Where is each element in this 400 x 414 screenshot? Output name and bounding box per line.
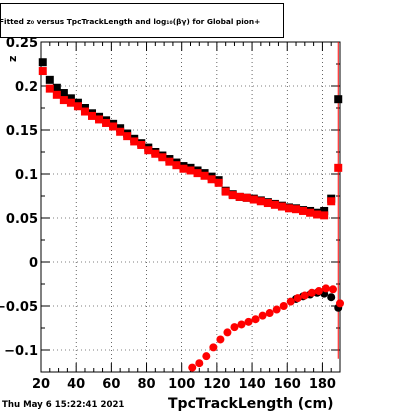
- red-square-point: [66, 98, 75, 107]
- red-square-point: [292, 205, 301, 214]
- black-square-point: [59, 89, 68, 98]
- x-tick-label: 80: [137, 377, 155, 392]
- black-square-point: [66, 94, 75, 103]
- x-axis-label: TpcTrackLength (cm): [168, 396, 334, 412]
- red-circle-point: [293, 294, 302, 303]
- red-square-point: [80, 107, 89, 116]
- red-square-point: [109, 122, 118, 131]
- red-square-point: [45, 84, 54, 93]
- red-square-point: [193, 169, 202, 178]
- x-tick-label: 160: [274, 377, 301, 392]
- red-square-point: [235, 192, 244, 201]
- red-square-point: [221, 187, 230, 196]
- red-square-point: [270, 200, 279, 209]
- timestamp: Thu May 6 15:22:41 2021: [2, 400, 125, 410]
- red-circle-point: [195, 359, 204, 368]
- red-circle-point: [314, 287, 323, 296]
- red-square-point: [130, 137, 139, 146]
- red-circle-point: [265, 309, 274, 318]
- red-circle-point: [336, 299, 344, 308]
- red-square-point: [165, 157, 174, 166]
- red-circle-point: [300, 291, 309, 300]
- black-square-point: [45, 75, 54, 84]
- red-square-point: [144, 146, 153, 155]
- x-tick-label: 20: [32, 377, 50, 392]
- black-square-point: [320, 206, 329, 215]
- black-square-point: [334, 95, 343, 104]
- red-circle-point: [237, 320, 246, 329]
- red-square-point: [102, 118, 111, 127]
- red-square-point: [172, 161, 181, 170]
- y-tick-label: 0.05: [6, 212, 38, 227]
- red-square-point: [95, 115, 104, 124]
- red-square-point: [313, 210, 322, 219]
- red-square-point: [263, 199, 272, 208]
- red-square-point: [38, 67, 47, 76]
- red-square-point: [186, 166, 195, 175]
- red-square-point: [73, 102, 82, 111]
- red-square-point: [284, 204, 293, 213]
- y-tick-label: 0.2: [15, 80, 38, 95]
- red-square-point: [123, 132, 132, 141]
- red-circle-point: [321, 284, 330, 293]
- y-tick-label: 0: [29, 256, 38, 271]
- red-square-point: [242, 193, 251, 202]
- red-circle-point: [258, 311, 267, 320]
- red-circle-point: [216, 335, 225, 344]
- red-circle-point: [209, 343, 218, 352]
- x-tick-label: 120: [203, 377, 230, 392]
- red-square-point: [207, 175, 216, 184]
- red-square-point: [200, 171, 209, 180]
- red-square-point: [299, 206, 308, 215]
- x-tick-label: 40: [67, 377, 85, 392]
- red-circle-point: [230, 323, 239, 332]
- y-tick-label: 0.1: [15, 168, 38, 183]
- y-tick-label: 0.25: [6, 36, 38, 51]
- red-square-point: [306, 208, 315, 217]
- x-tick-label: 140: [238, 377, 265, 392]
- y-axis-label: z: [6, 56, 19, 62]
- red-square-point: [228, 191, 237, 200]
- red-circle-point: [286, 297, 295, 306]
- red-circle-point: [272, 305, 281, 314]
- black-square-point: [38, 58, 47, 67]
- red-circle-point: [279, 302, 288, 310]
- x-tick-label: 60: [102, 377, 120, 392]
- red-square-point: [179, 164, 188, 173]
- red-circle-point: [328, 285, 337, 294]
- red-square-point: [249, 195, 258, 204]
- red-square-point: [151, 149, 160, 158]
- red-square-point: [59, 96, 68, 105]
- red-square-point: [320, 211, 329, 220]
- red-square-point: [334, 163, 343, 172]
- red-square-point: [116, 127, 125, 136]
- red-square-point: [327, 197, 336, 206]
- y-tick-label: 0.15: [6, 124, 38, 139]
- red-square-point: [214, 178, 223, 187]
- red-circle-point: [188, 363, 197, 372]
- red-circle-point: [223, 328, 232, 337]
- red-circle-point: [251, 315, 260, 324]
- black-circle-point: [327, 293, 336, 302]
- red-square-point: [158, 153, 167, 162]
- x-tick-label: 100: [168, 377, 195, 392]
- red-square-point: [88, 111, 97, 120]
- y-tick-label: −0.1: [4, 344, 38, 359]
- red-square-point: [256, 197, 265, 206]
- black-square-point: [52, 83, 61, 92]
- red-square-point: [52, 90, 61, 99]
- red-circle-point: [244, 317, 253, 326]
- chart-title: Fitted z₀ versus TpcTrackLength and log₁…: [0, 17, 261, 26]
- y-tick-label: −0.05: [0, 300, 38, 315]
- red-circle-point: [307, 288, 316, 297]
- red-circle-point: [202, 352, 211, 361]
- red-square-point: [277, 202, 286, 211]
- red-square-point: [137, 140, 146, 149]
- title-box: Fitted z₀ versus TpcTrackLength and log₁…: [0, 3, 284, 38]
- x-tick-label: 180: [309, 377, 336, 392]
